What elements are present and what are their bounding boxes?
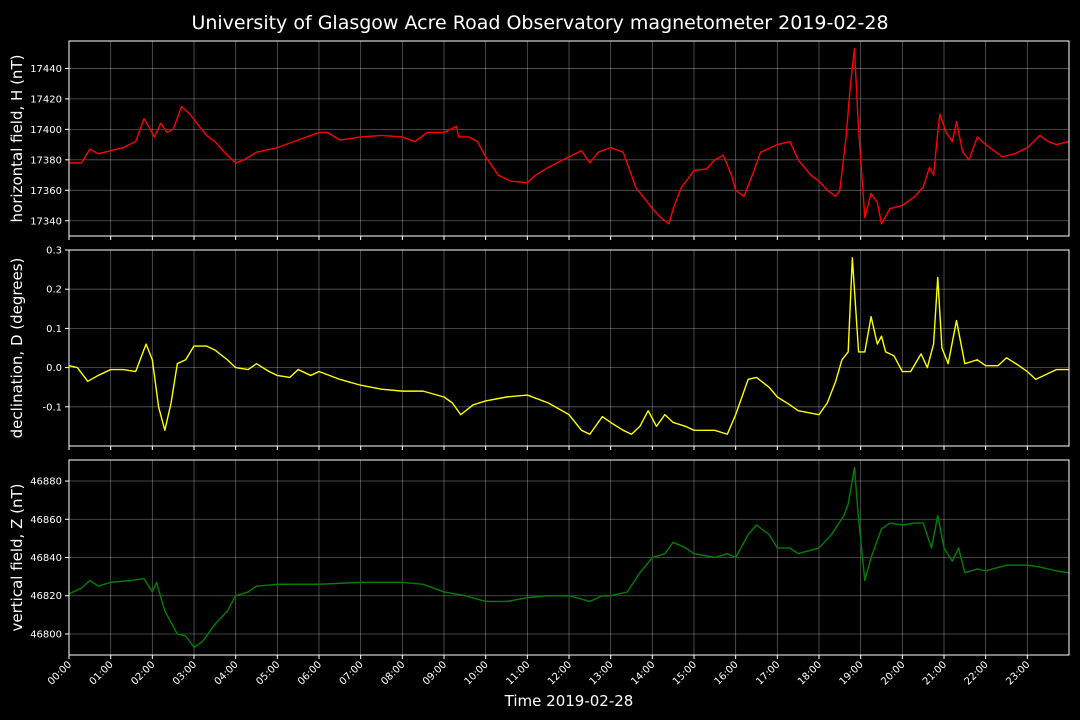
x-tick-label: 22:00 bbox=[963, 659, 991, 687]
y-tick-label: 17440 bbox=[30, 64, 62, 75]
y-axis-label: declination, D (degrees) bbox=[8, 258, 26, 439]
x-tick-label: 01:00 bbox=[88, 659, 116, 687]
x-tick-label: 16:00 bbox=[713, 659, 741, 687]
x-tick-label: 06:00 bbox=[296, 659, 324, 687]
x-tick-label: 08:00 bbox=[379, 659, 407, 687]
x-tick-label: 20:00 bbox=[879, 659, 907, 687]
x-tick-label: 12:00 bbox=[546, 659, 574, 687]
y-tick-label: 46860 bbox=[30, 515, 62, 526]
y-tick-label: 0.3 bbox=[46, 246, 62, 257]
x-tick-label: 11:00 bbox=[504, 659, 532, 687]
y-tick-label: 0.0 bbox=[46, 363, 62, 374]
x-tick-label: 09:00 bbox=[421, 659, 449, 687]
y-tick-label: 17400 bbox=[30, 125, 62, 136]
y-tick-label: 46800 bbox=[30, 629, 62, 640]
panel-z: 46800 46820 46840 46860 46880 vertical field,… bbox=[8, 459, 1070, 659]
y-tick-label: 17380 bbox=[30, 155, 62, 166]
x-tick-label: 15:00 bbox=[671, 659, 699, 687]
x-tick-label: 17:00 bbox=[754, 659, 782, 687]
series-line-h bbox=[69, 47, 1070, 225]
y-axis-label: vertical field, Z (nT) bbox=[8, 483, 26, 631]
panel-frame bbox=[68, 459, 1070, 656]
series-line-d bbox=[68, 257, 1069, 435]
y-tick-label: 0.2 bbox=[46, 285, 62, 296]
y-tick-label: 46840 bbox=[30, 553, 62, 564]
x-tick-label: 03:00 bbox=[171, 659, 199, 687]
panel-d: -0.1 0.0 0.1 0.2 0.3 declination, D (degrees) bbox=[8, 246, 1070, 450]
panel-h: 17340 17360 17380 17400 17420 17440 horizontal… bbox=[8, 40, 1070, 240]
chart-title: University of Glasgow Acre Road Observat… bbox=[191, 12, 888, 34]
y-tick-label: 46880 bbox=[30, 477, 62, 488]
panels: 17340 17360 17380 17400 17420 17440 horizontal… bbox=[8, 40, 1070, 688]
x-tick-label: 02:00 bbox=[129, 659, 157, 687]
x-tick-label: 23:00 bbox=[1004, 659, 1032, 687]
panel-frame bbox=[68, 249, 1070, 447]
y-tick-label: 17340 bbox=[30, 216, 62, 227]
y-tick-label: 17360 bbox=[30, 186, 62, 197]
y-axis-label: horizontal field, H (nT) bbox=[8, 55, 26, 223]
y-tick-label: 46820 bbox=[30, 591, 62, 602]
x-tick-label: 04:00 bbox=[213, 659, 241, 687]
series-line-z bbox=[68, 466, 1070, 649]
x-tick-label: 19:00 bbox=[838, 659, 866, 687]
x-tick-label: 13:00 bbox=[588, 659, 616, 687]
y-tick-label: 17420 bbox=[30, 94, 62, 105]
y-tick-label: -0.1 bbox=[42, 402, 62, 413]
x-tick-label: 18:00 bbox=[796, 659, 824, 687]
x-tick-label: 05:00 bbox=[254, 659, 282, 687]
x-tick-label: 21:00 bbox=[921, 659, 949, 687]
x-tick-label: 10:00 bbox=[463, 659, 491, 687]
x-tick-label: 14:00 bbox=[629, 659, 657, 687]
panel-frame bbox=[68, 40, 1070, 237]
x-tick-label: 00:00 bbox=[46, 659, 74, 687]
x-axis-label: Time 2019-02-28 bbox=[504, 692, 634, 710]
y-tick-label: 0.1 bbox=[46, 324, 62, 335]
x-tick-label: 07:00 bbox=[338, 659, 366, 687]
